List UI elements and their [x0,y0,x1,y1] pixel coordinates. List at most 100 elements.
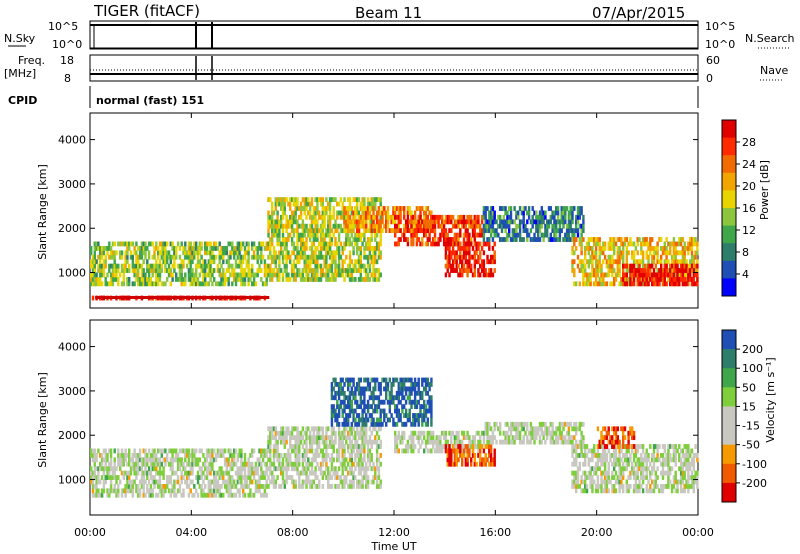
heatmap-cell-1450 [374,277,377,282]
heatmap-cell-1242 [341,210,344,216]
heatmap-cell-1307 [339,382,343,387]
heatmap-cell-2395 [585,259,589,265]
heatmap-cell-442 [209,246,212,251]
heatmap-cell-1646 [430,421,433,427]
heatmap-cell-1205 [336,250,339,256]
heatmap-cell-2005 [473,241,477,247]
heatmap-cell-1170 [330,259,334,265]
heatmap-cell-1316 [343,421,346,427]
heatmap-cell-1021 [330,430,334,436]
heatmap-cell-1613 [395,214,399,220]
heatmap-cell-996 [309,259,312,265]
heatmap-cell-339 [175,457,178,463]
heatmap-cell-1804 [442,232,446,238]
heatmap-cell-814 [290,448,294,454]
heatmap-cell-1301 [337,386,341,392]
heatmap-cell-1807 [477,430,480,436]
heatmap-cell-1851 [464,461,468,467]
heatmap-cell-1534 [401,408,404,414]
heatmap-cell-1558 [372,223,375,229]
heatmap-cell-2063 [484,223,487,229]
heatmap-cell-1158 [328,228,332,234]
heatmap-cell-2051 [493,259,496,265]
heatmap-cell-1528 [399,399,402,405]
heatmap-cell-775 [276,197,279,203]
heatmap-cell-285 [166,241,169,247]
heatmap-cell-1715 [406,223,410,229]
heatmap-cell-1517 [395,377,399,383]
heatmap-cell-1080 [319,268,323,273]
heatmap-cell-1625 [424,421,428,427]
heatmap-cell-2828 [625,272,629,278]
heatmap-cell-2150 [513,206,516,211]
heatmap-cell-610 [243,453,247,458]
heatmap-cell-1108 [348,435,352,441]
heatmap-cell-206 [146,277,149,282]
heatmap-cell-1828 [450,448,453,454]
heatmap-cell-1698 [417,435,420,441]
heatmap-cell-193 [138,466,142,472]
heatmap-cell-1365 [354,395,357,401]
heatmap-cell-1582 [381,206,384,211]
heatmap-cell-368 [191,259,194,265]
heatmap-cell-1137 [327,268,330,273]
heatmap-cell-1181 [332,254,335,260]
heatmap-cell-1815 [444,444,448,449]
heatmap-cell-13 [91,453,95,458]
heatmap-cell-2377 [580,237,583,242]
heatmap-cell-939 [314,448,317,454]
heatmap-cell-1806 [477,439,480,445]
heatmap-cell-1374 [361,197,364,203]
ground-scatter-cell [145,296,150,299]
heatmap-cell-247 [157,268,160,273]
heatmap-cell-1522 [352,219,355,225]
heatmap-cell-574 [236,475,240,480]
heatmap-cell-154 [129,488,133,494]
heatmap-cell-799 [287,448,290,454]
heatmap-cell-1437 [372,377,375,383]
heatmap-cell-244 [157,281,160,287]
heatmap-cell-689 [265,461,268,467]
heatmap-cell-997 [309,254,312,260]
heatmap-cell-208 [146,263,149,269]
heatmap-cell-168 [137,277,140,282]
heatmap-cell-1571 [377,223,381,229]
heatmap-cell-1060 [339,435,343,441]
heatmap-cell-869 [301,466,305,472]
heatmap-cell-2268 [556,228,560,234]
heatmap-cell-2441 [596,272,600,278]
heatmap-cell-357 [180,475,183,480]
heatmap-cell-490 [214,475,218,480]
heatmap-cell-2931 [678,281,681,287]
heatmap-cell-2164 [518,223,522,229]
heatmap-cell-2904 [663,268,667,273]
heatmap-cell-2172 [522,223,525,229]
heatmap-cell-1917 [446,246,449,251]
heatmap-cell-2804 [692,259,696,265]
heatmap-cell-456 [207,466,211,472]
heatmap-cell-299 [171,263,174,269]
heatmap-cell-668 [260,448,263,454]
heatmap-cell-151 [131,254,135,260]
heatmap-cell-2738 [676,259,679,265]
heatmap-cell-659 [258,457,261,463]
heatmap-cell-1568 [375,214,379,220]
heatmap-cell-2385 [584,281,587,287]
heatmap-cell-2360 [573,241,576,247]
heatmap-cell-844 [287,254,290,260]
heatmap-cell-2350 [571,263,574,269]
heatmap-cell-340 [184,250,187,256]
heatmap-cell-1881 [471,232,475,238]
heatmap-cell-2131 [508,232,511,238]
heatmap-cell-1590 [413,377,417,383]
heatmap-cell-538 [238,263,241,269]
heatmap-cell-982 [323,444,326,449]
heatmap-cell-1293 [350,259,354,265]
heatmap-cell-749 [278,484,281,489]
heatmap-cell-1681 [428,223,431,229]
heatmap-cell-2647 [651,254,654,260]
heatmap-cell-1266 [330,421,334,427]
heatmap-cell-1069 [318,277,321,282]
heatmap-cell-286 [167,272,171,278]
heatmap-cell-554 [231,479,234,485]
